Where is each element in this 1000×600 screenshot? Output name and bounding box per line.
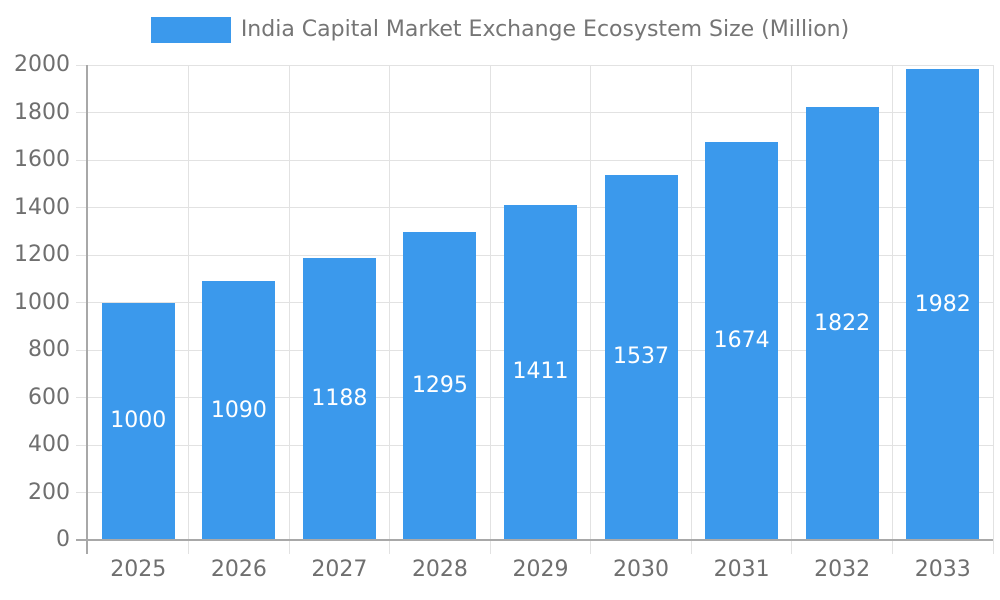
x-axis-label: 2030 bbox=[613, 557, 670, 582]
x-axis-label: 2033 bbox=[914, 557, 971, 582]
y-axis-label: 800 bbox=[28, 337, 70, 362]
bar-2031[interactable]: 1674 bbox=[705, 142, 779, 540]
gridline-horizontal bbox=[76, 159, 993, 161]
x-axis-label: 2028 bbox=[411, 557, 468, 582]
gridline-vertical bbox=[791, 65, 793, 554]
y-axis-label: 400 bbox=[28, 432, 70, 457]
gridline-vertical bbox=[188, 65, 190, 554]
bar-value-label: 1090 bbox=[210, 397, 267, 423]
x-axis-label: 2032 bbox=[814, 557, 871, 582]
x-axis-label: 2031 bbox=[713, 557, 770, 582]
gridline-vertical bbox=[489, 65, 491, 554]
x-axis-label: 2026 bbox=[210, 557, 267, 582]
bar-value-label: 1674 bbox=[713, 328, 770, 354]
x-axis-label: 2029 bbox=[512, 557, 569, 582]
bar-2026[interactable]: 1090 bbox=[202, 281, 276, 540]
bar-value-label: 1822 bbox=[814, 310, 871, 336]
y-axis-label: 200 bbox=[28, 479, 70, 505]
gridline-vertical bbox=[389, 65, 391, 554]
bar-2032[interactable]: 1822 bbox=[805, 107, 879, 540]
y-axis-line bbox=[86, 65, 88, 554]
legend-swatch bbox=[150, 17, 231, 43]
bar-value-label: 1982 bbox=[914, 291, 971, 317]
y-axis-label: 1400 bbox=[14, 194, 70, 220]
bar-value-label: 1537 bbox=[613, 344, 670, 370]
gridline-horizontal bbox=[76, 64, 993, 66]
bar-2025[interactable]: 1000 bbox=[101, 302, 175, 540]
y-axis-label: 1000 bbox=[14, 289, 70, 315]
y-axis-label: 1600 bbox=[14, 147, 70, 172]
gridline-vertical bbox=[590, 65, 592, 554]
bar-value-label: 1188 bbox=[311, 385, 368, 411]
x-axis-line bbox=[76, 539, 993, 541]
y-axis-label: 2000 bbox=[14, 52, 70, 77]
bar-2029[interactable]: 1411 bbox=[504, 204, 577, 540]
y-axis-label: 1200 bbox=[14, 242, 70, 267]
gridline-horizontal bbox=[76, 112, 993, 113]
bar-2027[interactable]: 1188 bbox=[302, 257, 376, 540]
bar-2033[interactable]: 1982 bbox=[906, 69, 980, 540]
bar-value-label: 1000 bbox=[110, 408, 167, 434]
y-axis-label: 600 bbox=[28, 384, 70, 410]
gridline-vertical bbox=[288, 65, 290, 554]
gridline-vertical bbox=[690, 65, 692, 554]
bar-value-label: 1295 bbox=[411, 373, 468, 399]
legend[interactable]: India Capital Market Exchange Ecosystem … bbox=[0, 16, 1000, 44]
y-axis-label: 0 bbox=[56, 527, 70, 552]
legend-label: India Capital Market Exchange Ecosystem … bbox=[240, 17, 850, 42]
x-axis-label: 2027 bbox=[311, 557, 368, 582]
gridline-vertical bbox=[992, 65, 994, 554]
y-axis-label: 1800 bbox=[14, 99, 70, 125]
bar-2028[interactable]: 1295 bbox=[403, 232, 477, 540]
gridline-vertical bbox=[891, 65, 893, 554]
x-axis-label: 2025 bbox=[110, 557, 167, 582]
bar-value-label: 1411 bbox=[512, 359, 569, 385]
bar-2030[interactable]: 1537 bbox=[604, 174, 678, 540]
